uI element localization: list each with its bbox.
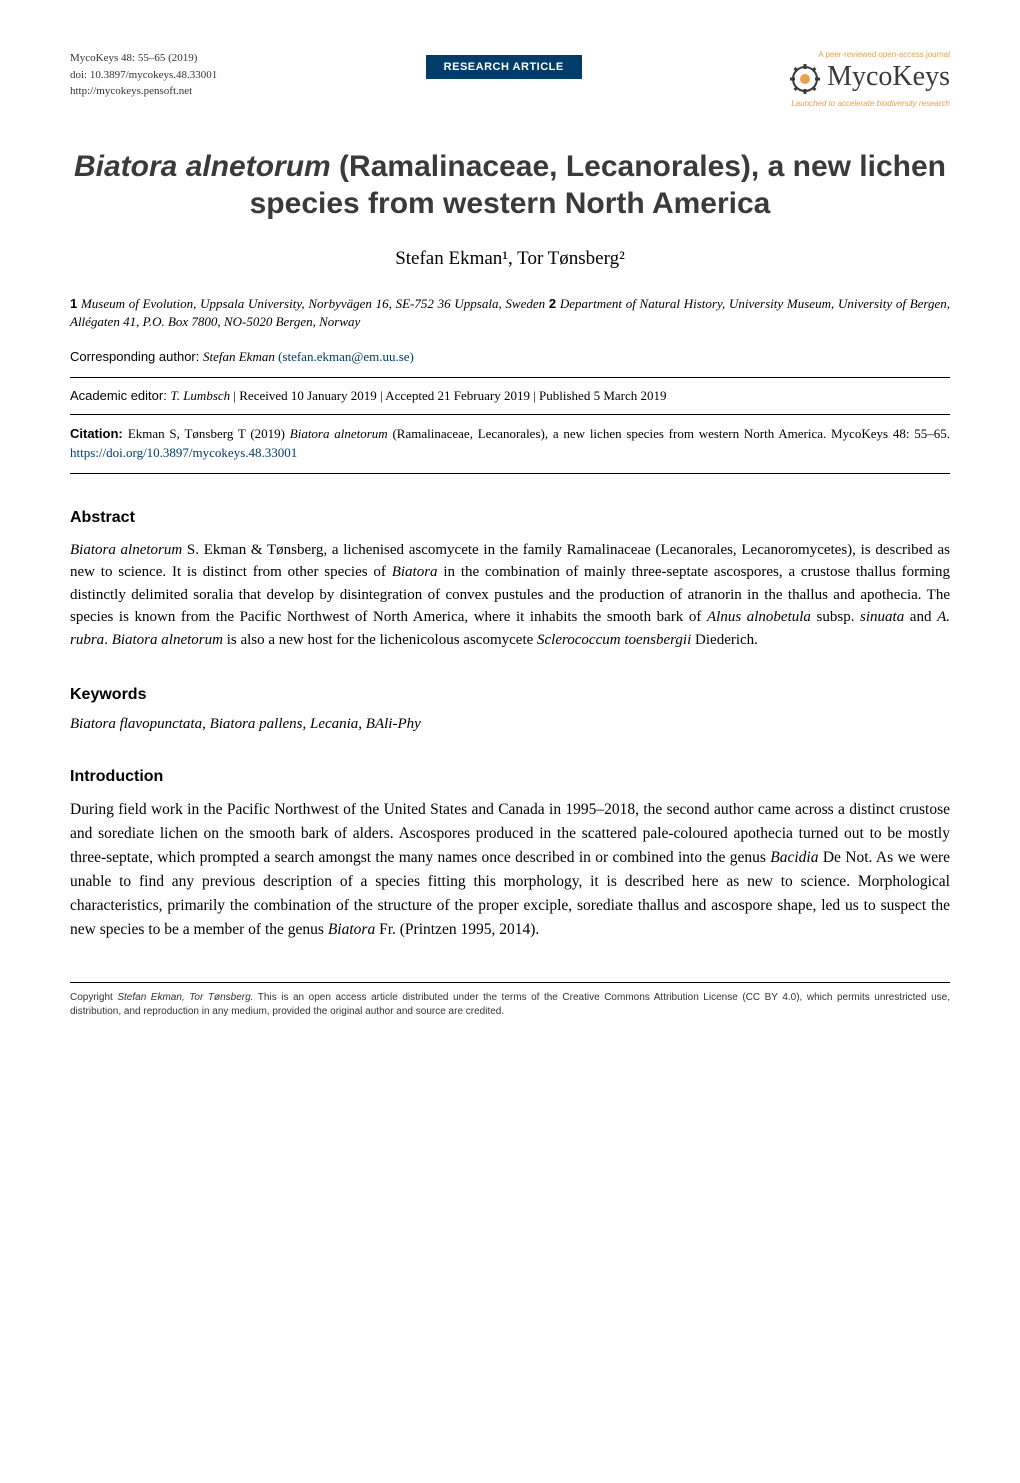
editor-label: Academic editor: (70, 388, 170, 403)
corresponding-name: Stefan Ekman (203, 349, 278, 364)
journal-citation: MycoKeys 48: 55–65 (2019) (70, 50, 217, 67)
corresponding-label: Corresponding author: (70, 349, 203, 364)
species-name: Biatora alnetorum (112, 632, 223, 648)
article-type-badge: RESEARCH ARTICLE (426, 55, 582, 79)
genus-name: Biatora (392, 564, 438, 580)
title-rest: (Ramalinaceae, Lecanorales), a new liche… (250, 150, 946, 221)
citation-rest: (Ramalinaceae, Lecanorales), a new liche… (388, 426, 950, 441)
subspecies-name: sinuata (860, 609, 904, 625)
genus-name: Biatora (328, 921, 375, 938)
corresponding-author: Corresponding author: Stefan Ekman (stef… (70, 349, 950, 365)
abstract-text: subsp. (811, 609, 860, 625)
affiliation-text: Museum of Evolution, Uppsala University,… (77, 296, 549, 311)
journal-tagline: Launched to accelerate biodiversity rese… (790, 99, 950, 108)
title-italic: Biatora alnetorum (74, 150, 331, 183)
editor-name: T. Lumbsch (170, 388, 230, 403)
section-divider (70, 473, 950, 474)
page-header: MycoKeys 48: 55–65 (2019) doi: 10.3897/m… (70, 50, 950, 108)
species-name: Alnus alnobetula (707, 609, 811, 625)
abstract-body: Biatora alnetorum S. Ekman & Tønsberg, a… (70, 539, 950, 652)
section-divider (70, 377, 950, 378)
keywords-heading: Keywords (70, 686, 950, 704)
intro-text: Fr. (Printzen 1995, 2014). (375, 921, 539, 938)
citation-block: Citation: Ekman S, Tønsberg T (2019) Bia… (70, 425, 950, 463)
abstract-text: is also a new host for the lichenicolous… (223, 632, 537, 648)
journal-doi: doi: 10.3897/mycokeys.48.33001 (70, 67, 217, 84)
author-list: Stefan Ekman¹, Tor Tønsberg² (70, 248, 950, 270)
copyright-footer: Copyright Stefan Ekman, Tor Tønsberg. Th… (70, 982, 950, 1019)
citation-species: Biatora alnetorum (290, 426, 388, 441)
citation-label: Citation: (70, 426, 128, 441)
abstract-text: and (904, 609, 937, 625)
publication-dates: | Received 10 January 2019 | Accepted 21… (230, 388, 666, 403)
species-name: Biatora alnetorum (70, 542, 182, 558)
abstract-text: . (104, 632, 112, 648)
introduction-heading: Introduction (70, 768, 950, 786)
copyright-holders: Stefan Ekman, Tor Tønsberg. (117, 992, 253, 1003)
genus-name: Bacidia (770, 849, 818, 866)
journal-logo: MycoKeys (790, 61, 950, 99)
open-access-label: A peer-reviewed open-access journal (790, 50, 950, 59)
abstract-heading: Abstract (70, 509, 950, 527)
species-name: Sclerococcum toensbergii (537, 632, 691, 648)
corresponding-email[interactable]: (stefan.ekman@em.uu.se) (278, 349, 414, 364)
section-divider (70, 414, 950, 415)
abstract-text: Diederich. (691, 632, 758, 648)
journal-logo-text: MycoKeys (827, 61, 950, 92)
journal-meta: MycoKeys 48: 55–65 (2019) doi: 10.3897/m… (70, 50, 217, 100)
introduction-body: During field work in the Pacific Northwe… (70, 798, 950, 942)
citation-doi-link[interactable]: https://doi.org/10.3897/mycokeys.48.3300… (70, 445, 297, 460)
copyright-prefix: Copyright (70, 992, 117, 1003)
journal-logo-block: A peer-reviewed open-access journal (790, 50, 950, 108)
editorial-dates: Academic editor: T. Lumbsch | Received 1… (70, 388, 950, 404)
gear-icon (790, 64, 820, 99)
affiliations: 1 Museum of Evolution, Uppsala Universit… (70, 295, 950, 331)
citation-authors: Ekman S, Tønsberg T (2019) (128, 426, 290, 441)
journal-url: http://mycokeys.pensoft.net (70, 83, 217, 100)
article-title: Biatora alnetorum (Ramalinaceae, Lecanor… (70, 148, 950, 223)
keywords-list: Biatora flavopunctata, Biatora pallens, … (70, 716, 950, 733)
